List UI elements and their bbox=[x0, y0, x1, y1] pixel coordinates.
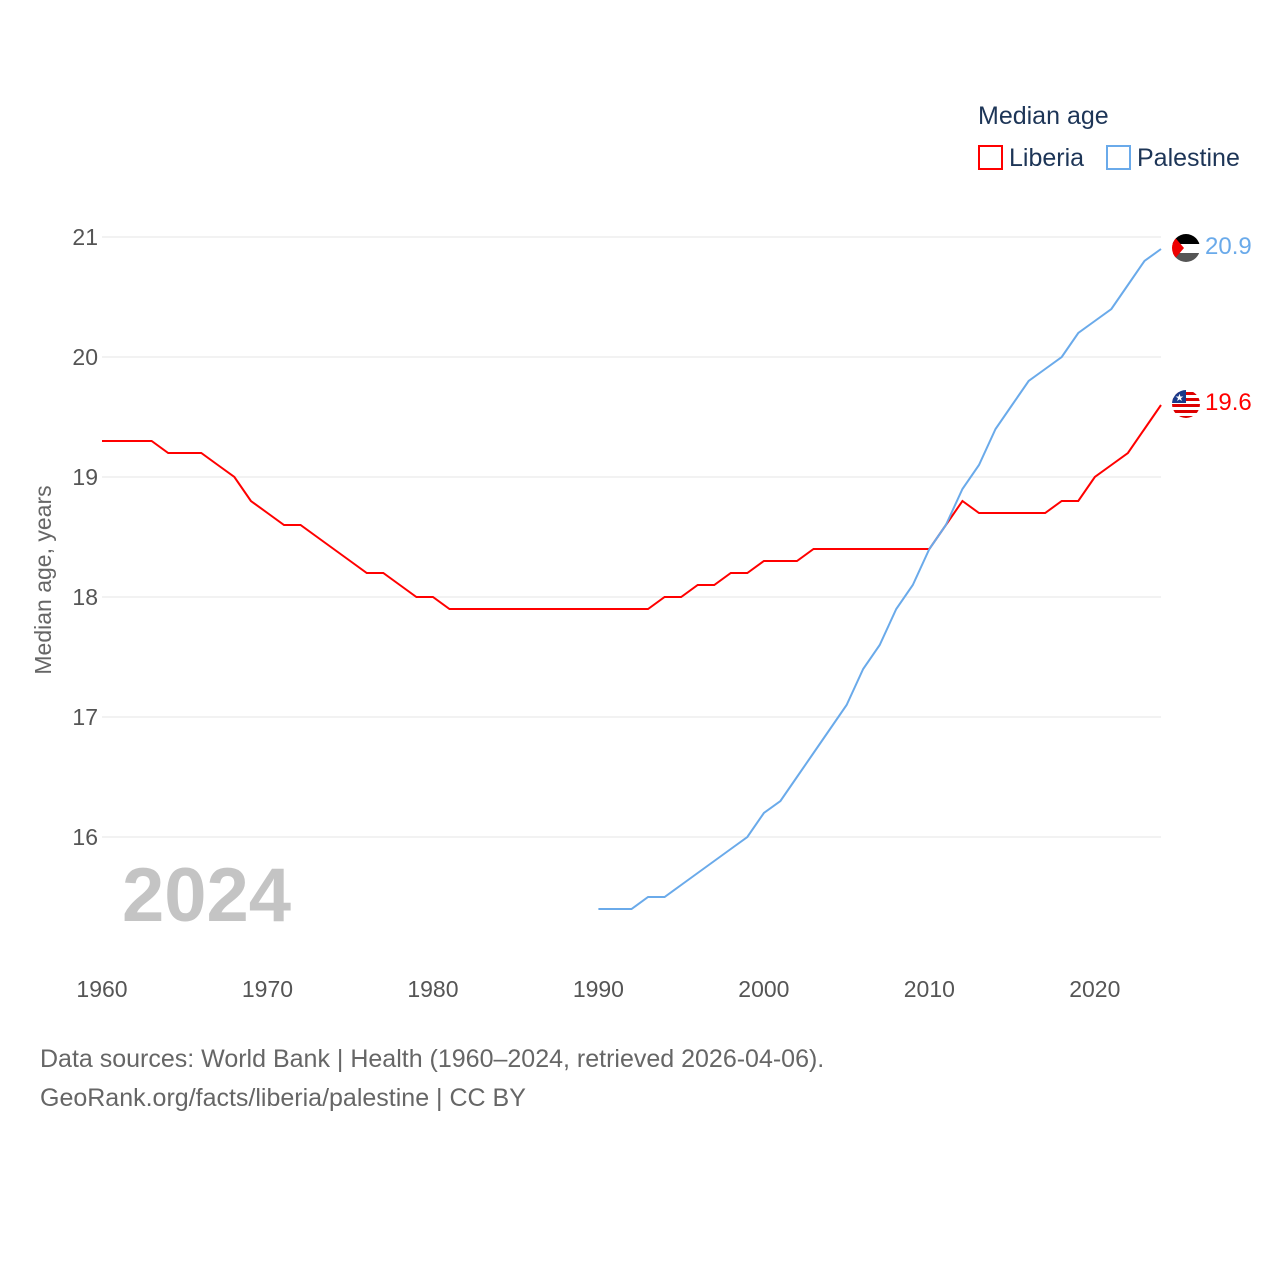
x-tick-label: 2000 bbox=[738, 976, 789, 1002]
y-tick-label: 16 bbox=[72, 824, 98, 850]
y-axis-label: Median age, years bbox=[30, 485, 56, 674]
x-tick-label: 1990 bbox=[573, 976, 624, 1002]
legend-title: Median age bbox=[978, 102, 1109, 130]
legend-label: Palestine bbox=[1137, 144, 1240, 172]
legend-item-liberia[interactable]: Liberia bbox=[978, 144, 1084, 172]
y-tick-label: 18 bbox=[72, 584, 98, 610]
palestine-end-label: 20.9 bbox=[1205, 233, 1252, 260]
x-tick-label: 1980 bbox=[407, 976, 458, 1002]
legend-item-palestine[interactable]: Palestine bbox=[1106, 144, 1240, 172]
year-watermark: 2024 bbox=[122, 853, 291, 938]
source-link[interactable]: GeoRank.org/facts/liberia/palestine | CC… bbox=[40, 1084, 526, 1112]
data-source-note: Data sources: World Bank | Health (1960–… bbox=[40, 1045, 825, 1073]
y-tick-label: 17 bbox=[72, 704, 98, 730]
series-line-liberia bbox=[102, 404, 1162, 610]
y-tick-label: 21 bbox=[72, 224, 98, 250]
x-tick-label: 2020 bbox=[1069, 976, 1120, 1002]
x-tick-label: 1960 bbox=[76, 976, 127, 1002]
legend-label: Liberia bbox=[1009, 144, 1084, 172]
palestine-flag-icon bbox=[1172, 234, 1200, 262]
x-tick-label: 1970 bbox=[242, 976, 293, 1002]
series-line-palestine bbox=[598, 248, 1162, 910]
x-tick-label: 2010 bbox=[904, 976, 955, 1002]
y-tick-label: 20 bbox=[72, 344, 98, 370]
liberia-end-label: 19.6 bbox=[1205, 389, 1252, 416]
svg-text:★: ★ bbox=[1175, 393, 1184, 404]
y-tick-label: 19 bbox=[72, 464, 98, 490]
liberia-flag-icon: ★ bbox=[1172, 390, 1200, 418]
